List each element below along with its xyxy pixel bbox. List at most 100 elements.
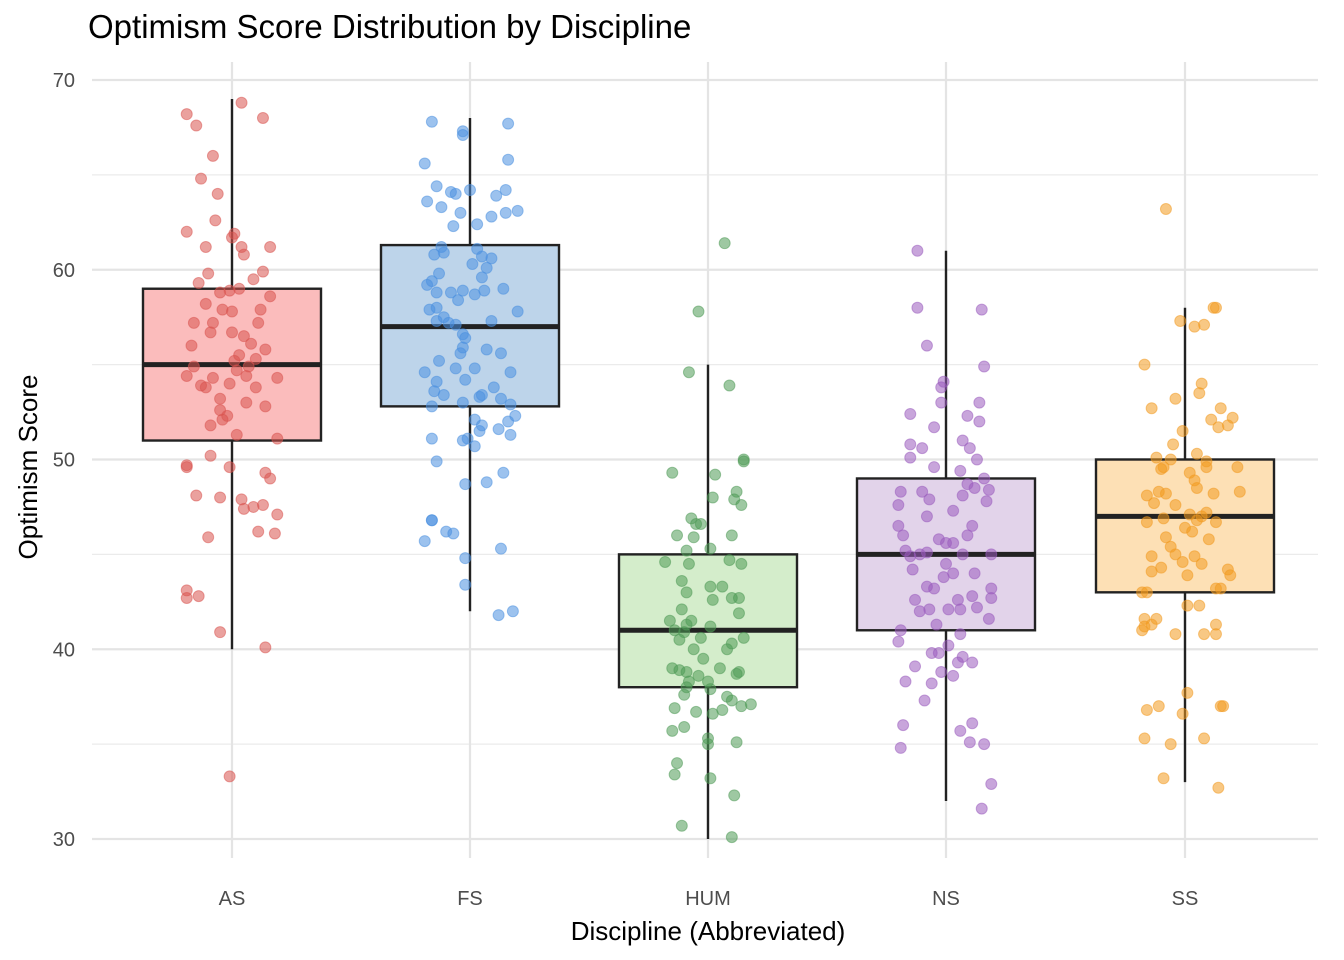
data-point <box>970 601 983 614</box>
data-point <box>723 379 736 392</box>
data-point <box>425 432 438 445</box>
data-point <box>678 721 691 734</box>
data-point <box>459 578 472 591</box>
data-point <box>697 652 710 665</box>
data-point <box>421 195 434 208</box>
data-point <box>694 631 707 644</box>
data-point <box>1212 781 1225 794</box>
data-point <box>506 605 519 618</box>
data-point <box>433 354 446 367</box>
data-point <box>947 536 960 549</box>
data-point <box>1181 569 1194 582</box>
data-point <box>928 582 941 595</box>
data-point <box>1169 392 1182 405</box>
data-point <box>202 267 215 280</box>
data-point <box>480 343 493 356</box>
data-point <box>961 409 974 422</box>
data-point <box>271 371 284 384</box>
data-point <box>1152 700 1165 713</box>
data-point <box>1200 461 1213 474</box>
data-point <box>909 660 922 673</box>
data-point <box>428 248 441 261</box>
data-point <box>923 493 936 506</box>
data-point <box>690 705 703 718</box>
data-point <box>487 381 500 394</box>
data-point <box>897 529 910 542</box>
data-point <box>682 557 695 570</box>
data-point <box>947 669 960 682</box>
data-point <box>1193 387 1206 400</box>
data-point <box>692 669 705 682</box>
data-point <box>666 724 679 737</box>
data-point <box>473 425 486 438</box>
data-point <box>1159 531 1172 544</box>
data-point <box>459 373 472 386</box>
data-point <box>982 612 995 625</box>
data-point <box>1207 487 1220 500</box>
data-point <box>1174 314 1187 327</box>
box-iqr <box>617 553 799 689</box>
data-point <box>418 535 431 548</box>
data-point <box>1138 732 1151 745</box>
data-point <box>1148 497 1161 510</box>
data-point <box>706 593 719 606</box>
data-point <box>473 390 486 403</box>
data-point <box>692 305 705 318</box>
data-point <box>433 267 446 280</box>
y-tick-label: 40 <box>53 639 75 661</box>
data-point <box>204 419 217 432</box>
data-point <box>1233 485 1246 498</box>
data-point <box>259 343 272 356</box>
jitter-points-layer <box>180 96 1246 844</box>
data-point <box>694 518 707 531</box>
data-point <box>226 231 238 244</box>
data-point <box>471 218 484 231</box>
data-point <box>928 461 941 474</box>
data-point <box>680 586 693 599</box>
data-point <box>223 770 236 783</box>
data-point <box>928 421 941 434</box>
data-point <box>268 527 281 540</box>
data-point <box>687 643 700 656</box>
data-point <box>663 614 676 627</box>
data-point <box>1209 516 1222 529</box>
data-point <box>271 508 284 521</box>
data-point <box>190 489 203 502</box>
data-point <box>916 485 929 498</box>
data-point <box>504 398 517 411</box>
data-point <box>494 542 507 555</box>
data-point <box>230 428 243 441</box>
y-tick-label: 60 <box>53 260 75 282</box>
data-point <box>202 531 215 544</box>
data-point <box>1176 707 1189 720</box>
data-point <box>199 381 212 394</box>
data-point <box>954 464 967 477</box>
data-point <box>682 366 695 379</box>
data-point <box>499 206 512 219</box>
data-point <box>894 485 907 498</box>
data-point <box>214 392 227 405</box>
data-point <box>492 609 505 622</box>
data-point <box>449 318 462 331</box>
data-point <box>1145 402 1158 415</box>
y-axis-ticks: 30 40 50 60 70 <box>53 70 75 851</box>
data-point <box>259 400 272 413</box>
data-point <box>1157 512 1170 525</box>
data-point <box>1181 686 1194 699</box>
data-point <box>702 738 714 751</box>
data-point <box>899 675 912 688</box>
data-point <box>1140 489 1153 502</box>
data-point <box>704 542 717 555</box>
data-point <box>956 489 969 502</box>
data-point <box>975 802 988 815</box>
data-point <box>668 768 681 781</box>
data-point <box>223 377 236 390</box>
data-point <box>497 282 510 295</box>
data-point <box>735 499 748 512</box>
data-point <box>954 724 967 737</box>
data-point <box>468 440 481 453</box>
data-point <box>425 514 438 527</box>
x-axis-label: Discipline (Abbreviated) <box>571 916 846 946</box>
data-point <box>671 529 684 542</box>
data-point <box>1188 550 1201 563</box>
